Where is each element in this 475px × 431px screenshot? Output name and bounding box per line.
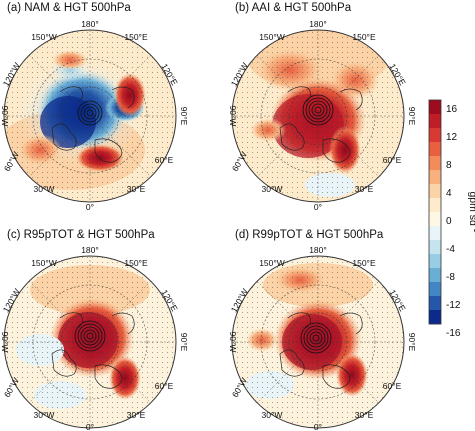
colorbar-tick: 12	[446, 132, 458, 143]
panel-b-title: (b) AAI & HGT 500hPa	[235, 2, 352, 14]
panel-c-title: (c) R95pTOT & HGT 500hPa	[7, 229, 155, 241]
colorbar-swatch	[429, 226, 441, 241]
colorbar-tick: -8	[446, 272, 455, 283]
colorbar-tick: 0	[446, 216, 452, 227]
colorbar-tick: 8	[446, 160, 452, 171]
colorbar-swatch	[429, 142, 441, 157]
panel-a-lon-30e: 30°E	[127, 184, 146, 194]
panel-d-lon-30w: 30°W	[262, 410, 283, 420]
panel-c-lon-30e: 30°E	[127, 410, 146, 420]
colorbar-label: gpm sd-1	[467, 191, 475, 232]
panel-d-lon-150e: 150°E	[352, 258, 376, 268]
panel-c-lon-90e: 90°E	[179, 333, 189, 352]
colorbar-swatch	[429, 296, 441, 311]
colorbar-tick: -4	[446, 244, 455, 255]
panel-a-lon-150e: 150°E	[124, 32, 148, 42]
panel-d-lon-150w: 150°W	[259, 258, 285, 268]
panel-b-lon-0: 0°	[314, 202, 322, 212]
colorbar-swatch	[429, 156, 441, 171]
colorbar-swatch	[429, 268, 441, 283]
panel-c-lon-60e: 60°E	[155, 381, 174, 391]
colorbar: 16 12 8 4 0 -4 -8 -12 -16 gpm sd-1	[428, 99, 475, 339]
panel-d-title: (d) R99pTOT & HGT 500hPa	[235, 229, 384, 241]
panel-d-map: 180° 150°E 120°E 90°E 60°E 30°E 0° 30°W …	[228, 245, 417, 431]
panel-d-lon-90w: 90°W	[228, 332, 238, 353]
colorbar-swatch	[429, 100, 441, 115]
colorbar-tick: 4	[446, 188, 452, 199]
panel-a-lon-90w: 90°W	[0, 106, 10, 127]
colorbar-frame	[428, 99, 442, 325]
panel-a-lon-150w: 150°W	[31, 32, 57, 42]
panel-d-lon-30e: 30°E	[355, 410, 374, 420]
panel-a-lon-60e: 60°E	[155, 155, 174, 165]
colorbar-swatch	[429, 198, 441, 213]
colorbar-swatch	[429, 240, 441, 255]
panel-c-lon-0: 0°	[86, 422, 94, 431]
colorbar-swatch	[429, 128, 441, 143]
panel-c-lon-90w: 90°W	[0, 332, 10, 353]
panel-b-map: 180° 150°E 120°E 90°E 60°E 30°E 0° 30°W …	[228, 19, 417, 212]
colorbar-swatch	[429, 114, 441, 129]
panel-b-lon-30w: 30°W	[262, 184, 283, 194]
panel-c-lon-150e: 150°E	[124, 258, 148, 268]
colorbar-swatch	[429, 212, 441, 227]
colorbar-swatch	[429, 170, 441, 185]
panel-a-lon-0: 0°	[86, 202, 94, 212]
panel-d-lon-0: 0°	[314, 422, 322, 431]
panel-a-title: (a) NAM & HGT 500hPa	[7, 2, 131, 14]
panel-d-lon-90e: 90°E	[407, 333, 417, 352]
panel-b-lon-60e: 60°E	[383, 155, 402, 165]
colorbar-tick: 16	[446, 104, 458, 115]
panel-d-lon-180: 180°	[309, 245, 327, 255]
panel-b-lon-150e: 150°E	[352, 32, 376, 42]
panel-b-lon-180: 180°	[309, 19, 327, 29]
panel-c-lon-180: 180°	[81, 245, 99, 255]
panel-b-lon-90w: 90°W	[228, 106, 238, 127]
panel-a-lon-90e: 90°E	[179, 107, 189, 126]
panel-b-lon-30e: 30°E	[355, 184, 374, 194]
panel-d-lon-60e: 60°E	[383, 381, 402, 391]
panel-b-lon-150w: 150°W	[259, 32, 285, 42]
panel-c-map: 180° 150°E 120°E 90°E 60°E 30°E 0° 30°W …	[0, 245, 189, 431]
colorbar-tick: -16	[446, 328, 461, 339]
panel-a-lon-30w: 30°W	[34, 184, 55, 194]
colorbar-swatch	[429, 254, 441, 269]
panel-a-lon-180: 180°	[81, 19, 99, 29]
colorbar-tick: -12	[446, 300, 461, 311]
colorbar-swatches	[429, 100, 441, 325]
panel-a-map: 180° 150°E 120°E 90°E 60°E 30°E 0° 30°W …	[0, 19, 189, 212]
panel-b-lon-90e: 90°E	[407, 107, 417, 126]
colorbar-swatch	[429, 282, 441, 297]
colorbar-swatch	[429, 184, 441, 199]
colorbar-swatch	[429, 310, 441, 325]
panel-c-lon-150w: 150°W	[31, 258, 57, 268]
panel-c-lon-30w: 30°W	[34, 410, 55, 420]
